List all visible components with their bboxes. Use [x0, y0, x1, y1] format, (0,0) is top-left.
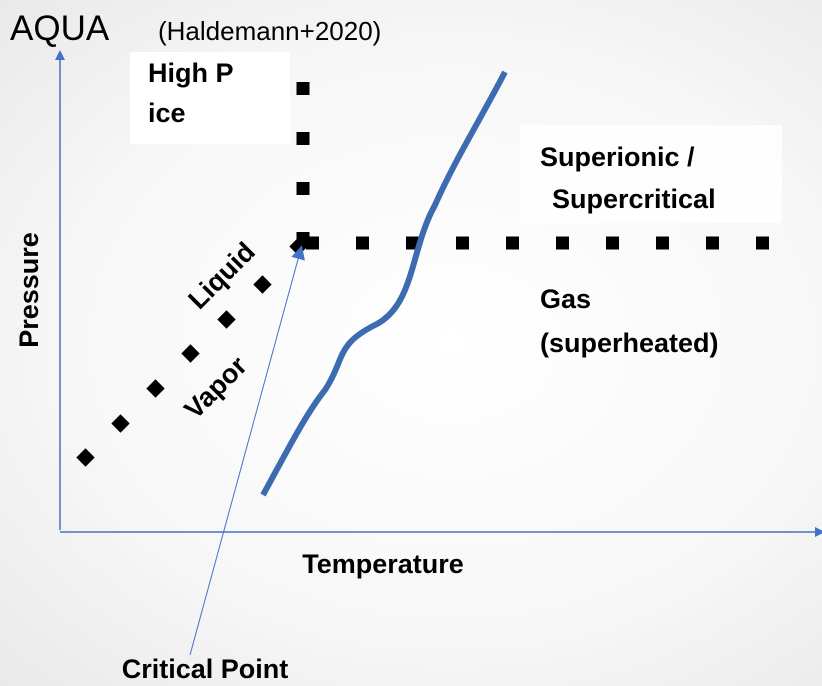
region-label: Gas — [540, 284, 591, 314]
critical-point-arrow — [189, 245, 305, 656]
annotation: Critical Point — [122, 654, 289, 684]
ice-box — [130, 52, 290, 144]
superionic-box — [520, 125, 782, 223]
region-label: Supercritical — [552, 184, 716, 214]
region-label: Superionic / — [540, 142, 695, 172]
region-label: High P — [148, 58, 234, 88]
y-axis-label: Pressure — [14, 232, 44, 348]
region-label: ice — [148, 98, 186, 128]
adiabat-curve — [260, 70, 508, 497]
citation: (Haldemann+2020) — [158, 16, 381, 46]
x-axis-label: Temperature — [302, 549, 464, 579]
region-label: (superheated) — [540, 328, 719, 358]
title: AQUA — [10, 9, 110, 48]
region-label: Liquid — [182, 236, 260, 314]
